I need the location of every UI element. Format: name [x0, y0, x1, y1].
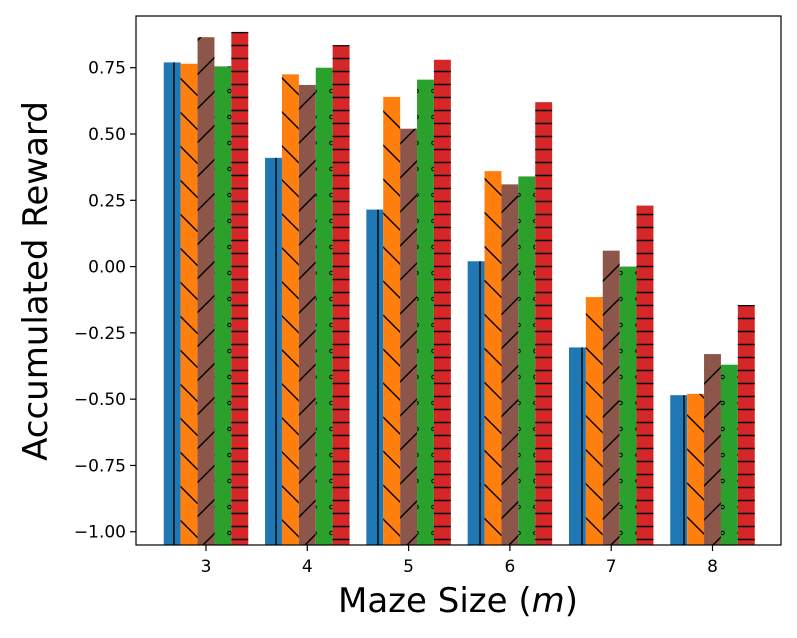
y-tick-label: 0.75 [88, 59, 126, 79]
y-axis-title: Accumulated Reward [16, 101, 56, 461]
bar-hatch-series-4-cat-6 [518, 176, 536, 545]
bar-hatch-series-3-cat-4 [298, 84, 316, 545]
bar-hatch-series-4-cat-4 [315, 67, 333, 546]
bar-hatch-series-1-cat-4 [265, 157, 282, 545]
bar-hatch-series-2-cat-5 [383, 96, 401, 545]
bar-hatch-series-3-cat-5 [400, 128, 418, 546]
bar-hatch-series-4-cat-8 [720, 364, 738, 545]
bar-hatch-series-5-cat-3 [231, 31, 249, 545]
x-tick-label: 6 [504, 557, 515, 577]
y-tick-label: 0.25 [88, 191, 126, 211]
bar-hatch-series-3-cat-8 [704, 354, 721, 545]
y-tick-label: −0.50 [74, 390, 126, 410]
x-axis: 3 4 5 6 7 8 [201, 545, 718, 577]
x-tick-label: 8 [707, 557, 718, 577]
bar-hatch-series-5-cat-4 [332, 45, 350, 546]
bar-hatch-series-2-cat-6 [484, 171, 502, 545]
bar-hatch-series-4-cat-3 [214, 66, 232, 545]
bar-hatch-series-5-cat-5 [433, 59, 451, 545]
y-tick-label: −0.75 [74, 456, 126, 476]
bar-hatch-series-3-cat-3 [197, 37, 215, 545]
bar-hatch-series-1-cat-6 [467, 261, 485, 545]
y-tick-label: 0.50 [88, 125, 126, 145]
bar-hatch-series-1-cat-7 [568, 347, 586, 545]
bar-hatch-series-2-cat-3 [180, 63, 198, 546]
plot-frame [135, 15, 782, 546]
bar-hatch-series-5-cat-6 [535, 102, 553, 545]
bar-hatch-series-2-cat-8 [687, 393, 705, 545]
bar-hatch-series-3-cat-6 [501, 184, 519, 545]
y-axis: −1.00 −0.75 −0.50 −0.25 0.00 0.25 0.50 0.75 [74, 59, 136, 543]
bar-hatch-series-2-cat-4 [281, 74, 299, 545]
bar-hatch-series-1-cat-8 [670, 395, 688, 545]
x-axis-title: Maze Size (m) [338, 581, 578, 621]
bar-hatch-series-1-cat-3 [163, 62, 181, 546]
x-tick-label: 7 [606, 557, 617, 577]
x-tick-label: 4 [302, 557, 313, 577]
x-tick-label: 5 [403, 557, 414, 577]
bar-hatch-series-2-cat-7 [585, 297, 603, 545]
y-tick-label: −0.25 [74, 324, 126, 344]
bar-hatch-series-5-cat-8 [737, 305, 755, 545]
bar-hatch-series-4-cat-7 [619, 266, 637, 545]
bar-hatch-series-4-cat-5 [417, 79, 434, 545]
y-tick-label: −1.00 [74, 523, 126, 543]
y-tick-label: 0.00 [88, 258, 126, 278]
bar-hatch-series-1-cat-5 [366, 209, 384, 546]
bar-hatch-series-5-cat-7 [636, 205, 654, 545]
bar-hatch-series-3-cat-7 [602, 250, 620, 545]
x-tick-label: 3 [201, 557, 212, 577]
bars-group [163, 31, 755, 546]
